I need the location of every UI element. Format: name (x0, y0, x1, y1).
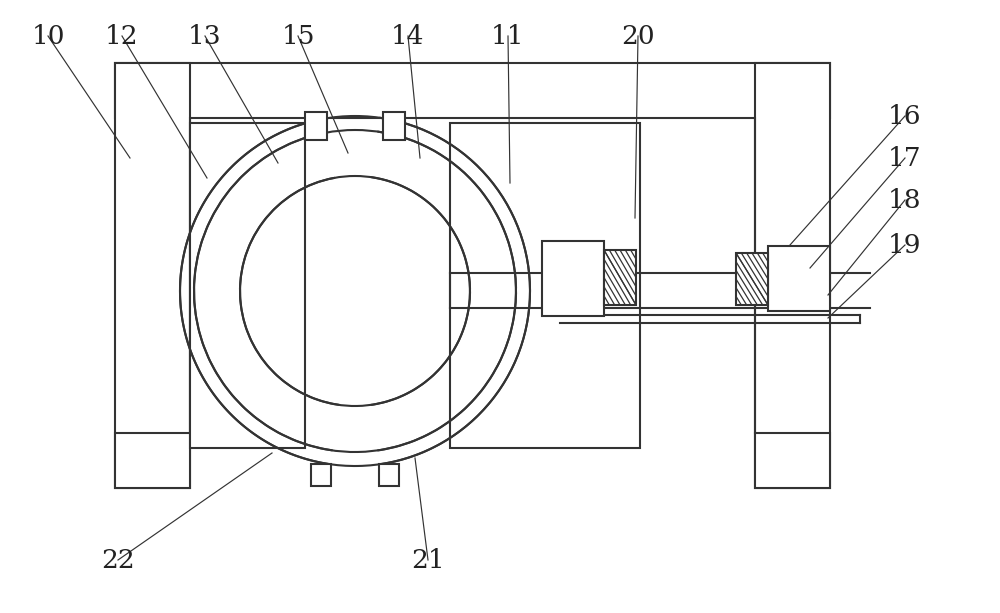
Text: 22: 22 (101, 547, 135, 573)
Bar (542, 241, 604, 316)
Text: 19: 19 (888, 232, 922, 257)
Text: 18: 18 (888, 188, 922, 213)
Text: 16: 16 (888, 104, 922, 129)
Bar (450, 123, 640, 448)
Bar (305, 112, 327, 140)
Bar (115, 433, 190, 488)
Text: 15: 15 (281, 23, 315, 48)
Bar (736, 253, 768, 305)
Bar (383, 112, 405, 140)
Bar (604, 250, 636, 305)
Bar (379, 464, 399, 486)
Bar (755, 433, 830, 488)
Bar (115, 63, 830, 118)
Text: 17: 17 (888, 145, 922, 170)
Bar (755, 63, 830, 488)
Text: 11: 11 (491, 23, 525, 48)
Bar (311, 464, 331, 486)
Bar (190, 123, 305, 448)
Bar (768, 246, 830, 311)
Text: 21: 21 (411, 547, 445, 573)
Text: 10: 10 (31, 23, 65, 48)
Text: 14: 14 (391, 23, 425, 48)
Text: 12: 12 (105, 23, 139, 48)
Text: 13: 13 (188, 23, 222, 48)
Text: 20: 20 (621, 23, 655, 48)
Bar (115, 63, 190, 488)
